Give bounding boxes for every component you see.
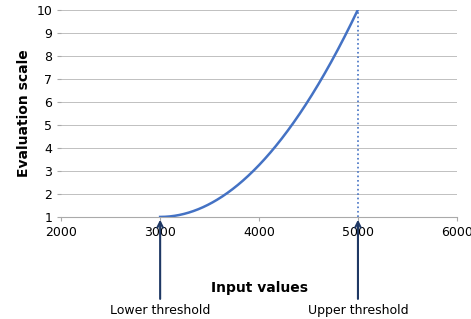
Y-axis label: Evaluation scale: Evaluation scale [17, 49, 31, 177]
X-axis label: Input values: Input values [211, 281, 308, 295]
Text: Lower threshold: Lower threshold [110, 222, 211, 317]
Text: Upper threshold: Upper threshold [308, 222, 408, 317]
